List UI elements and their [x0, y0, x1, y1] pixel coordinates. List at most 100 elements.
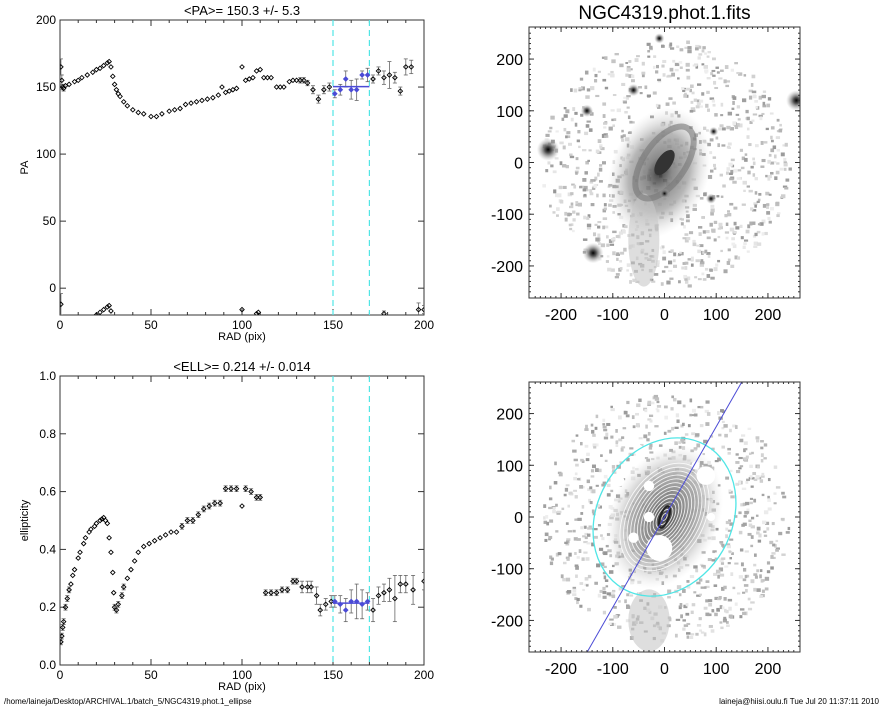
noise-pixel — [567, 590, 572, 594]
noise-pixel — [585, 557, 590, 561]
noise-pixel — [720, 249, 723, 253]
noise-pixel — [683, 225, 686, 229]
noise-pixel — [549, 519, 554, 523]
noise-pixel — [567, 504, 570, 508]
noise-pixel — [703, 606, 708, 610]
noise-pixel — [705, 580, 710, 583]
noise-pixel — [784, 186, 789, 190]
noise-pixel — [749, 497, 753, 500]
noise-pixel — [736, 105, 741, 109]
noise-pixel — [626, 457, 630, 462]
noise-pixel — [753, 563, 757, 567]
noise-pixel — [739, 615, 743, 619]
noise-pixel — [587, 159, 590, 162]
data-point — [304, 80, 311, 86]
noise-pixel — [626, 67, 631, 72]
noise-pixel — [706, 236, 711, 240]
noise-pixel — [667, 74, 672, 78]
tidal-tail — [628, 193, 660, 287]
noise-pixel — [705, 585, 710, 589]
data-point — [402, 64, 409, 70]
noise-pixel — [763, 457, 767, 460]
noise-pixel — [724, 65, 729, 70]
noise-pixel — [771, 552, 776, 555]
noise-pixel — [748, 452, 752, 456]
data-point — [255, 309, 262, 315]
y-tick-label: 150 — [36, 80, 56, 94]
data-point — [233, 85, 240, 92]
noise-pixel — [594, 176, 598, 181]
noise-pixel — [638, 398, 642, 403]
noise-pixel — [597, 524, 602, 527]
noise-pixel — [603, 203, 607, 207]
noise-pixel — [756, 242, 762, 246]
noise-pixel — [770, 139, 774, 143]
noise-pixel — [602, 114, 606, 118]
data-point — [66, 81, 72, 88]
noise-pixel — [673, 264, 678, 268]
noise-pixel — [563, 493, 567, 497]
noise-pixel — [727, 598, 733, 602]
noise-pixel — [693, 413, 698, 417]
noise-pixel — [726, 545, 732, 549]
noise-pixel — [672, 59, 676, 63]
noise-pixel — [715, 263, 719, 267]
noise-pixel — [735, 469, 741, 474]
noise-pixel — [654, 397, 660, 401]
noise-pixel — [664, 415, 668, 420]
noise-pixel — [569, 227, 573, 231]
data-point — [239, 306, 245, 313]
noise-pixel — [662, 250, 666, 255]
noise-pixel — [592, 232, 597, 237]
noise-pixel — [596, 193, 599, 198]
data-point — [410, 587, 416, 593]
noise-pixel — [669, 42, 673, 47]
noise-pixel — [751, 209, 757, 212]
noise-pixel — [699, 593, 702, 596]
noise-pixel — [549, 561, 554, 566]
noise-pixel — [696, 443, 701, 448]
noise-pixel — [752, 161, 756, 166]
noise-pixel — [629, 280, 632, 284]
noise-pixel — [561, 164, 567, 168]
noise-pixel — [597, 221, 602, 224]
noise-pixel — [769, 112, 774, 115]
noise-pixel — [575, 463, 579, 467]
noise-pixel — [694, 47, 699, 51]
noise-pixel — [691, 603, 696, 607]
noise-pixel — [615, 441, 619, 445]
noise-pixel — [732, 586, 736, 590]
noise-pixel — [656, 400, 660, 404]
noise-pixel — [583, 215, 586, 220]
noise-pixel — [621, 585, 626, 588]
noise-pixel — [696, 581, 701, 585]
noise-pixel — [593, 446, 597, 449]
noise-pixel — [678, 441, 682, 444]
noise-pixel — [595, 414, 599, 419]
data-point — [279, 587, 285, 593]
noise-pixel — [770, 555, 774, 559]
noise-pixel — [761, 232, 765, 236]
noise-pixel — [579, 582, 584, 585]
noise-pixel — [666, 75, 670, 78]
noise-pixel — [592, 443, 597, 447]
noise-pixel — [750, 207, 754, 211]
noise-pixel — [575, 434, 579, 437]
noise-pixel — [737, 169, 742, 172]
noise-pixel — [707, 108, 710, 112]
noise-pixel — [599, 146, 603, 149]
noise-pixel — [582, 188, 587, 192]
noise-pixel — [697, 56, 701, 60]
noise-pixel — [543, 504, 547, 508]
noise-pixel — [611, 240, 614, 244]
noise-pixel — [579, 604, 583, 608]
noise-pixel — [754, 232, 758, 237]
noise-pixel — [741, 487, 747, 490]
data-point — [166, 108, 173, 115]
noise-pixel — [721, 606, 725, 610]
noise-pixel — [620, 251, 625, 255]
noise-pixel — [691, 408, 697, 413]
noise-pixel — [686, 584, 691, 589]
noise-pixel — [672, 101, 676, 105]
noise-pixel — [743, 242, 747, 246]
